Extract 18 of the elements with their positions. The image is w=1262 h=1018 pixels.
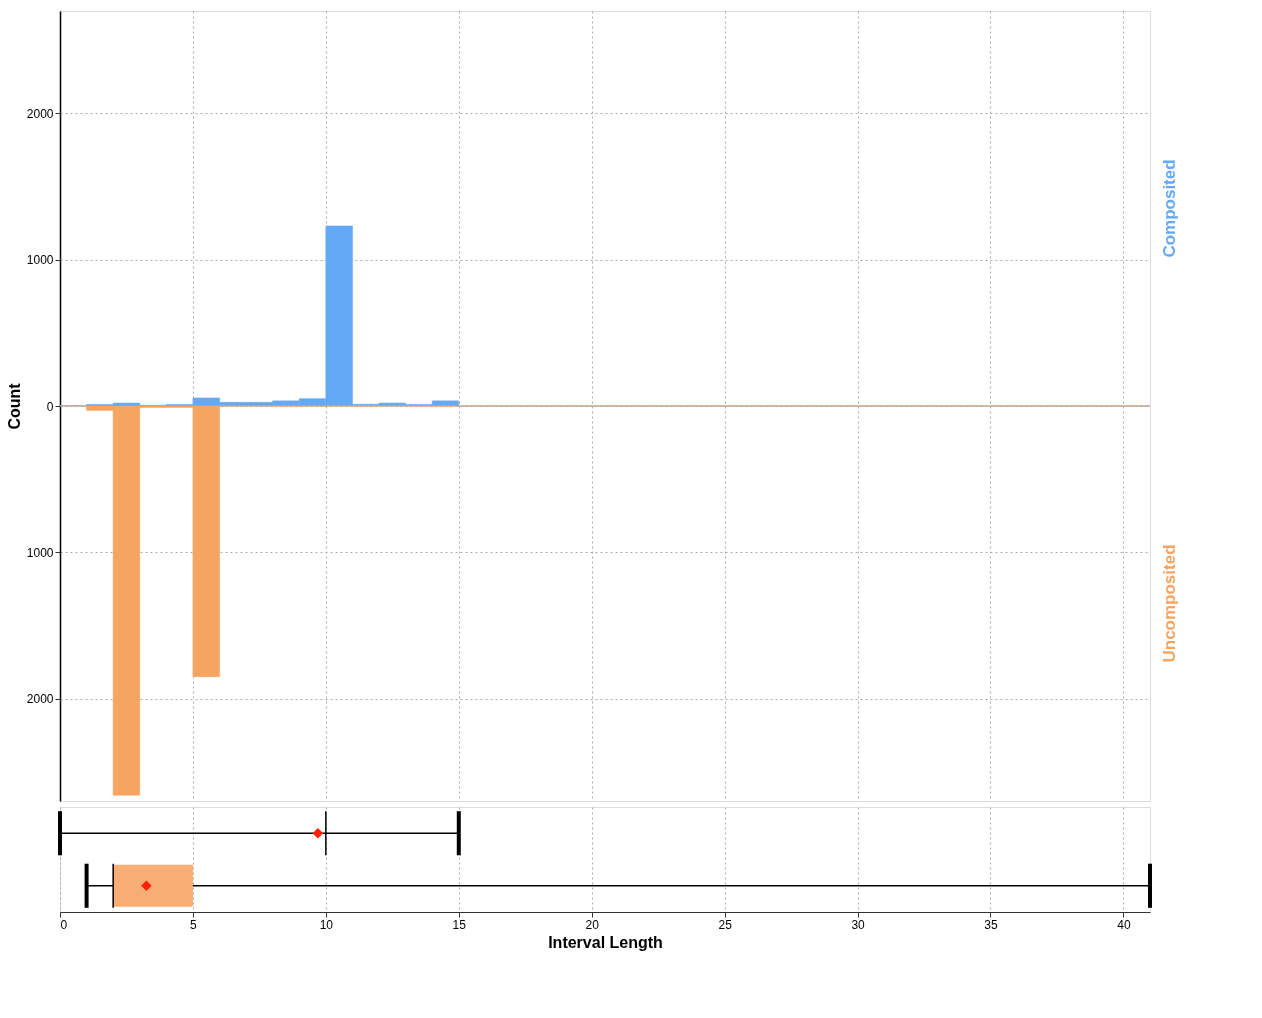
y-tick-label: 1000 — [26, 545, 54, 560]
y-axis-title: Count — [5, 382, 23, 430]
x-tick-label: 30 — [851, 917, 866, 932]
x-tick-label: 20 — [585, 917, 600, 932]
x-tick-label: 25 — [718, 917, 733, 932]
y-tick-label: 2000 — [26, 692, 54, 707]
x-tick-label: 40 — [1117, 917, 1131, 932]
text: Uncomposited — [1160, 544, 1179, 663]
y-tick-label: 0 — [46, 399, 54, 414]
x-tick-label: 35 — [984, 917, 998, 932]
x-tick-label: 10 — [319, 917, 334, 932]
x-tick-label: 5 — [190, 917, 198, 932]
x-axis-title: Interval Length — [548, 933, 663, 951]
y-tick-label: 2000 — [26, 106, 54, 121]
x-tick-label: 15 — [452, 917, 467, 932]
y-tick-label: 1000 — [26, 253, 54, 268]
text: Composited — [1160, 159, 1179, 258]
x-tick-label: 0 — [60, 917, 68, 932]
